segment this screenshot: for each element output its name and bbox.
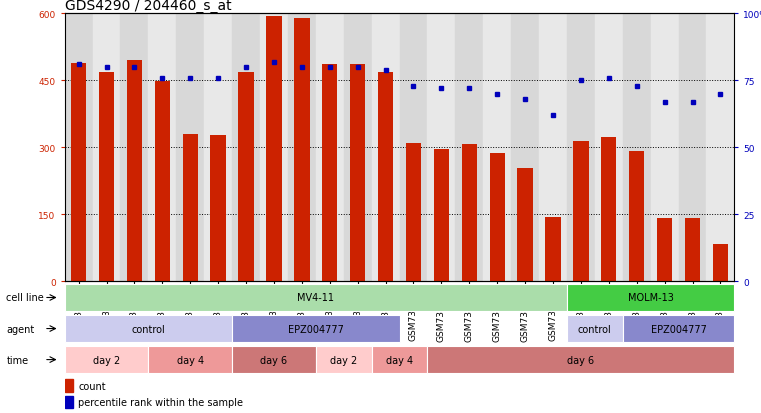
Bar [428, 347, 734, 373]
Text: EPZ004777: EPZ004777 [651, 324, 706, 334]
Bar [204, 14, 232, 282]
Bar [595, 14, 622, 282]
Bar [99, 72, 114, 282]
Bar [288, 14, 316, 282]
Bar [622, 316, 734, 342]
Text: GDS4290 / 204460_s_at: GDS4290 / 204460_s_at [65, 0, 231, 14]
Bar [183, 135, 198, 282]
Bar [400, 14, 428, 282]
Bar [65, 396, 73, 408]
Bar [462, 145, 477, 282]
Bar [344, 14, 371, 282]
Bar [211, 135, 226, 282]
Bar [539, 14, 567, 282]
Bar [232, 14, 260, 282]
Bar [371, 347, 428, 373]
Bar [573, 141, 588, 282]
Bar [378, 72, 393, 282]
Bar [232, 347, 316, 373]
Bar [127, 61, 142, 282]
Bar [567, 285, 734, 311]
Bar [483, 14, 511, 282]
Bar [154, 82, 170, 282]
Bar [65, 285, 567, 311]
Bar [629, 152, 645, 282]
Bar [65, 14, 93, 282]
Bar [517, 168, 533, 282]
Text: control: control [578, 324, 612, 334]
Text: MOLM-13: MOLM-13 [628, 293, 673, 303]
Bar [428, 14, 455, 282]
Text: EPZ004777: EPZ004777 [288, 324, 344, 334]
Bar [93, 14, 120, 282]
Bar [489, 154, 505, 282]
Bar [177, 14, 204, 282]
Bar [651, 14, 679, 282]
Text: cell line: cell line [6, 293, 44, 303]
Text: control: control [132, 324, 165, 334]
Bar [567, 316, 622, 342]
Text: count: count [78, 381, 106, 391]
Text: MV4-11: MV4-11 [298, 293, 334, 303]
Bar [350, 65, 365, 282]
Bar [238, 72, 253, 282]
Bar [260, 14, 288, 282]
Bar [657, 218, 672, 282]
Text: day 6: day 6 [568, 355, 594, 365]
Bar [295, 19, 310, 282]
Bar [65, 379, 73, 392]
Bar [322, 65, 337, 282]
Bar [713, 244, 728, 282]
Bar [434, 150, 449, 282]
Bar [455, 14, 483, 282]
Bar [148, 14, 177, 282]
Text: agent: agent [6, 324, 35, 334]
Bar [601, 138, 616, 282]
Bar [65, 316, 232, 342]
Bar [679, 14, 706, 282]
Bar [406, 144, 421, 282]
Bar [232, 316, 400, 342]
Text: day 4: day 4 [386, 355, 413, 365]
Text: percentile rank within the sample: percentile rank within the sample [78, 397, 243, 407]
Text: day 2: day 2 [330, 355, 358, 365]
Bar [316, 347, 371, 373]
Text: time: time [6, 355, 29, 365]
Bar [71, 64, 86, 282]
Bar [567, 14, 595, 282]
Text: day 4: day 4 [177, 355, 204, 365]
Bar [65, 347, 148, 373]
Bar [148, 347, 232, 373]
Bar [316, 14, 344, 282]
Bar [546, 217, 561, 282]
Bar [120, 14, 148, 282]
Text: day 2: day 2 [93, 355, 120, 365]
Bar [266, 17, 282, 282]
Bar [371, 14, 400, 282]
Bar [511, 14, 539, 282]
Bar [706, 14, 734, 282]
Text: day 6: day 6 [260, 355, 288, 365]
Bar [622, 14, 651, 282]
Bar [685, 218, 700, 282]
